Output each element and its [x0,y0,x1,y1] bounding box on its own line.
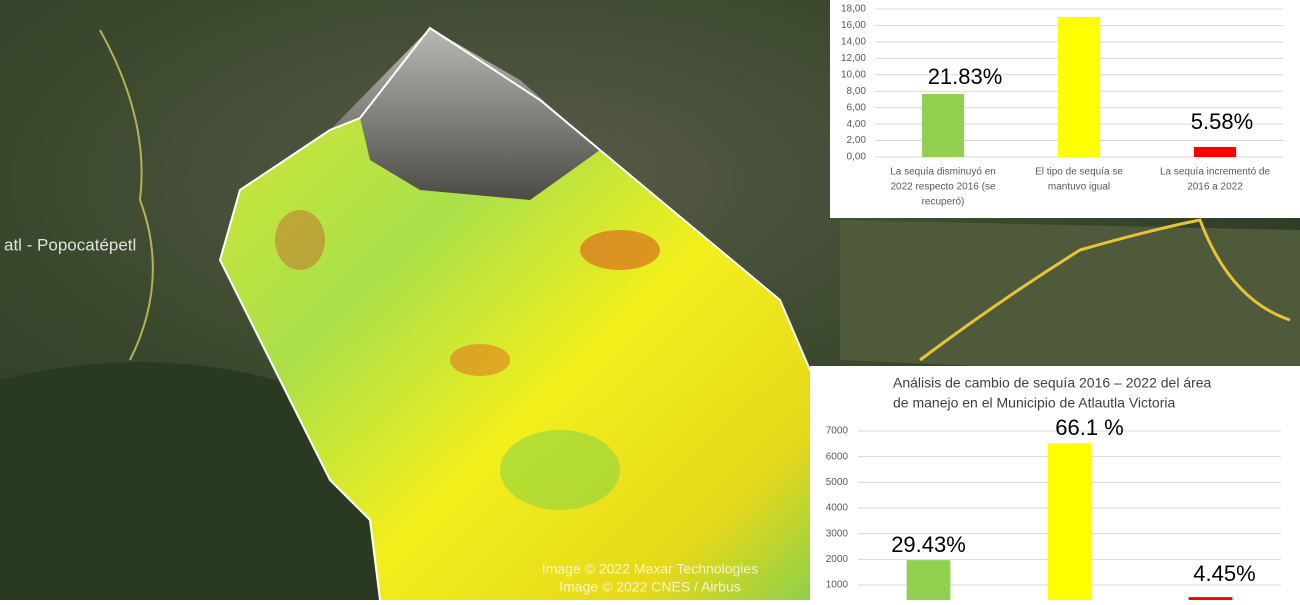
bar-annotation: 21.83% [928,64,1003,89]
attribution: Image © 2022 CNES / Airbus [559,579,741,595]
y-tick-label: 14,00 [841,37,866,48]
drought-zone [220,28,810,600]
y-tick-label: 0,00 [847,152,867,163]
y-tick-label: 18,00 [841,4,866,15]
road [919,218,1291,362]
y-tick-label: 2000 [826,554,849,565]
y-tick-label: 6000 [826,451,849,462]
y-tick-label: 3000 [826,528,849,539]
y-tick-label: 5000 [826,477,849,488]
x-tick-label: La sequía incrementó de [1160,167,1271,178]
x-tick-label: recuperó) [922,197,965,208]
boundary [218,129,381,601]
chart-title: Análisis de cambio de sequía 2016 – 2022… [893,375,1212,391]
bar [906,560,951,605]
x-tick-label: El tipo de sequía se [1035,167,1123,178]
chart-title: de manejo en el Municipio de Atlautla Vi… [893,395,1175,411]
x-tick-label: mantuvo igual [1048,182,1110,193]
bar-annotation: 29.43% [891,532,966,557]
road [99,29,154,361]
hotspot [450,344,510,376]
x-tick-label: La sequía disminuyó en [890,167,996,178]
attribution: Image © 2022 Maxar Technologies [542,561,758,577]
y-tick-label: 1000 [826,580,849,591]
x-tick-label: 2016 a 2022 [1187,182,1243,193]
x-tick-label: 2022 respecto 2016 (se [890,182,996,193]
hotspot [275,210,325,270]
y-tick-label: 10,00 [841,69,866,80]
bar [1057,16,1101,157]
y-tick-label: 8,00 [847,86,867,97]
y-tick-label: 2,00 [847,135,867,146]
terrain [840,220,1300,380]
bar [1047,443,1092,605]
volcano-summit [360,28,600,200]
hotspot [580,230,660,270]
y-tick-label: 4000 [826,503,849,514]
bar-annotation: 4.45% [1193,561,1255,586]
bar-annotation: 5.58% [1191,109,1253,134]
bar [1193,146,1237,157]
y-tick-label: 7000 [826,426,849,437]
boundary [329,26,811,371]
y-tick-label: 6,00 [847,102,867,113]
y-tick-label: 12,00 [841,53,866,64]
y-tick-label: 4,00 [847,119,867,130]
bar [921,94,965,157]
place-label: atl - Popocatépetl [4,235,136,254]
recovery-area [500,430,620,510]
terrain [0,362,380,600]
y-tick-label: 16,00 [841,20,866,31]
bar-annotation: 66.1 % [1055,415,1124,440]
